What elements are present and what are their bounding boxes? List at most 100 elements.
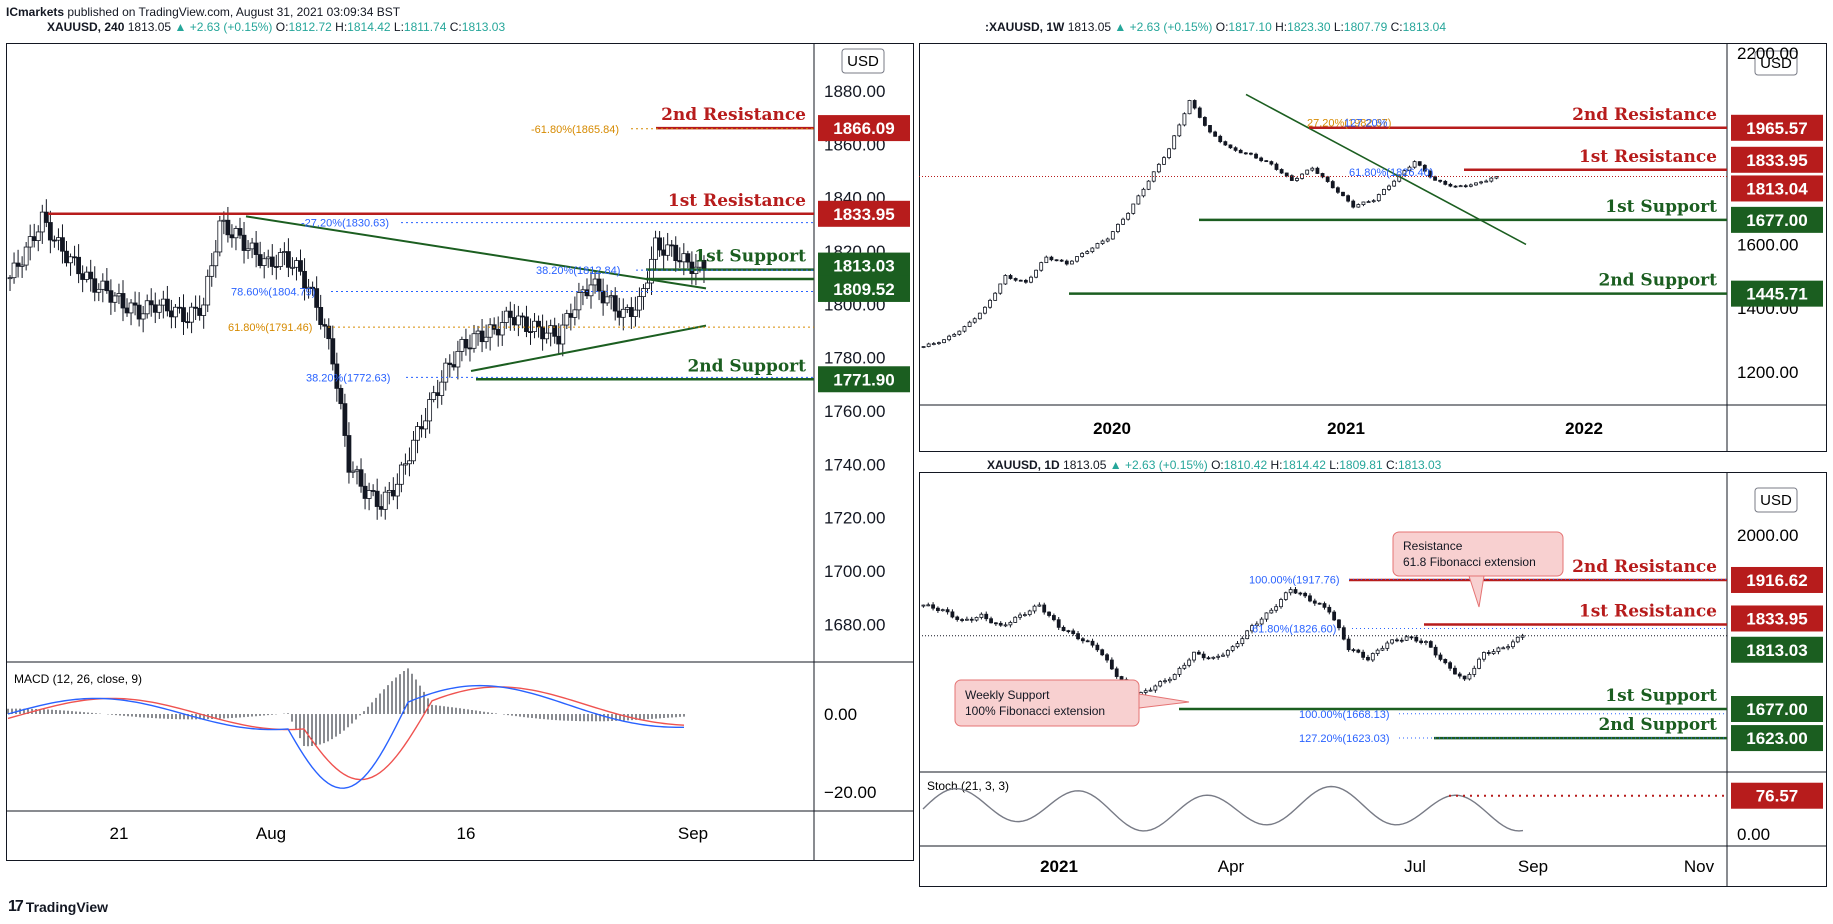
h4-candle [556,335,562,345]
h4-price: 1813.05 [127,20,172,34]
w1-candle [1187,100,1192,115]
d1-price-2nd-support-label: 1623.00 [1746,729,1807,748]
d1-candle [1216,655,1221,658]
h4-candle [483,336,489,343]
h4-trendline-upper [245,215,707,290]
d1-candle [974,617,979,621]
w1-candle [1325,176,1330,182]
h4-candle [51,239,57,242]
h4-candle [237,228,243,236]
d1-candle [1085,640,1090,643]
d1-candle [1114,668,1119,677]
h4-candle [342,403,348,436]
d1-candle [1491,651,1496,654]
h4-candle [88,271,94,280]
w1-candle [1269,161,1274,165]
h4-candle [277,252,283,267]
d1-candle [1042,604,1047,613]
w1-candle [1049,256,1054,261]
d1-candle [1066,630,1071,633]
w1-candle [977,312,982,320]
d1-candle [969,618,974,621]
h4-candle [544,332,550,340]
h4-candle [628,307,634,317]
w1-candle [1463,185,1468,188]
w1-symbol: :XAUUSD, 1W [985,20,1065,34]
w1-candle [1376,194,1381,202]
d1-candle [1332,611,1337,621]
d1-candle [1453,667,1457,675]
d1-candle [1515,636,1520,643]
w1-candle [1330,181,1335,189]
w1-candle [1182,113,1187,126]
d1-chart-panel[interactable]: USD 2000.00 0.00 2021 Apr Jul Sep Nov 2nd Resist… [919,472,1827,887]
w1-candle [1249,152,1253,155]
h4-x-tick: 16 [457,824,476,843]
h4-candle [169,310,174,318]
w1-level-name: 2nd Support [1598,271,1717,291]
w1-x-tick: 2021 [1327,419,1365,438]
h4-candle [330,338,336,365]
w1-price-2nd-support-box [1731,280,1823,307]
w1-candle [1341,191,1345,197]
d1-candle [1187,659,1192,666]
d1-candle [1298,592,1303,595]
h4-candle [560,324,566,345]
h4-candle [294,260,299,268]
h4-fib-label: 38.20%(1812.84) [536,265,620,277]
h4-candle [386,489,392,493]
h4-candle [35,231,41,241]
h4-candle [661,249,667,256]
h4-candle [507,310,513,318]
d1-stoch-value: 76.57 [1756,787,1799,806]
w1-candle [1146,180,1151,190]
d1-price-1st-resistance-label: 1833.95 [1746,609,1807,628]
d1-resistance-callout-pointer [1468,575,1485,608]
d1-candle [1240,638,1245,645]
d1-candle [1486,652,1491,654]
w1-candle [998,283,1003,294]
d1-candle [1303,592,1308,597]
h4-y-tick: 1700.00 [824,562,885,581]
d1-candle [1047,611,1051,616]
w1-candle [1003,275,1008,285]
h4-candle [19,264,25,267]
h4-candle [144,300,150,315]
h4-candle [398,464,404,485]
w1-frame [919,43,1827,452]
w1-candle [1008,275,1013,279]
w1-x-tick: 2020 [1093,419,1131,438]
h4-price-close-box [818,275,910,302]
h4-candle [689,261,695,274]
d1-candle [984,613,989,620]
h4-macd-tick: 0.00 [824,705,857,724]
d1-candle [1027,610,1032,616]
d1-candle [1051,615,1056,621]
d1-candle [1279,599,1283,608]
d1-legend: XAUUSD, 1D 1813.05 ▲ +2.63 (+0.15%) O:18… [987,458,1442,472]
h4-chart-panel[interactable]: USD1880.001860.001840.001820.001800.0017… [6,43,914,861]
w1-level-name: 2nd Resistance [1572,105,1717,125]
h4-candle [39,211,45,233]
d1-candle [1312,600,1317,604]
d1-candle [1506,646,1510,649]
h4-candle [495,328,501,336]
w1-candle [1366,201,1371,203]
w1-candle [1382,189,1386,195]
h4-level-name: 2nd Resistance [661,105,806,125]
w1-candle [1080,252,1085,257]
h4-candle [592,278,598,286]
d1-support-callout-pointer [1138,693,1190,709]
d1-price-2nd-resistance-label: 1916.62 [1746,571,1807,590]
h4-candle [108,290,114,303]
h4-candle [669,244,675,247]
h4-candle [653,237,658,260]
h4-candle [221,219,227,222]
w1-candle [1295,177,1299,181]
w1-candle [1192,100,1197,109]
d1-candle [1351,649,1356,652]
d1-candle [945,609,950,613]
d1-x-tick: Sep [1518,857,1548,876]
d1-candle [1346,638,1351,651]
